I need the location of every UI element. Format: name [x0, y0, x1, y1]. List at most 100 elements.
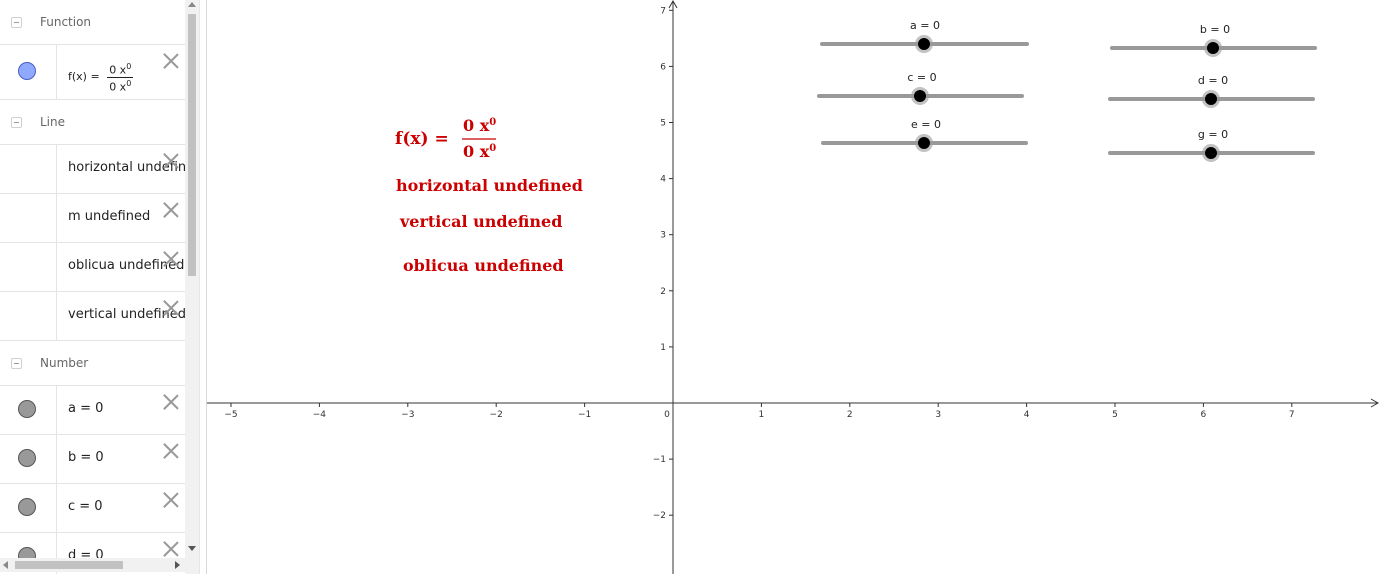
vertical-scrollbar[interactable] — [185, 0, 199, 574]
slider-label: a = 0 — [910, 19, 940, 32]
slider-c[interactable]: c = 0 — [817, 71, 1024, 105]
item-text: b = 0 — [68, 450, 104, 465]
item-text: a = 0 — [68, 401, 104, 416]
slider-b[interactable]: b = 0 — [1110, 23, 1317, 57]
algebra-item-a[interactable]: a = 0 — [0, 385, 185, 434]
slider-d[interactable]: d = 0 — [1108, 74, 1315, 108]
slider-a[interactable]: a = 0 — [820, 19, 1029, 53]
scroll-up-icon[interactable] — [188, 2, 196, 7]
delete-icon[interactable] — [163, 202, 179, 218]
algebra-item-oblicua[interactable]: oblicua undefined — [0, 242, 185, 291]
function-numerator-exponent: 0 — [126, 62, 132, 71]
delete-icon[interactable] — [163, 53, 179, 69]
graphics-view[interactable]: −5 −4 −3 −2 −1 0 1 2 3 4 5 6 7 7 6 5 4 3 2 1 −1 −2 f(x) = 0 … — [207, 0, 1382, 574]
collapse-function-icon[interactable] — [11, 17, 22, 28]
text-horizontal[interactable]: horizontal undefined — [396, 176, 583, 195]
y-tick-label: 1 — [660, 343, 666, 353]
fx-label[interactable]: f(x) = — [395, 129, 449, 149]
algebra-list: Function f(x) = 0 x0 0 x0 Line horizonta… — [0, 0, 185, 574]
text-oblicua[interactable]: oblicua undefined — [403, 256, 564, 275]
y-tick-label: 6 — [660, 62, 666, 72]
item-text: m undefined — [68, 209, 151, 224]
visibility-marble-icon[interactable] — [18, 400, 36, 418]
y-axis-arrow-icon — [668, 0, 678, 9]
slider-handle[interactable] — [918, 38, 930, 50]
delete-icon[interactable] — [163, 443, 179, 459]
y-tick-label: 5 — [660, 119, 666, 129]
category-label: Line — [40, 115, 66, 129]
delete-icon[interactable] — [163, 394, 179, 410]
y-tick-label: 7 — [660, 6, 666, 16]
algebra-item-f[interactable]: f(x) = 0 x0 0 x0 — [0, 44, 185, 99]
x-axis-arrow-icon — [1370, 398, 1380, 408]
slider-e[interactable]: e = 0 — [821, 118, 1028, 152]
algebra-item-horizontal[interactable]: horizontal undefined — [0, 144, 185, 193]
slider-handle[interactable] — [1205, 93, 1217, 105]
horizontal-scrollbar[interactable] — [0, 558, 185, 572]
slider-label: c = 0 — [907, 71, 936, 84]
scroll-right-icon[interactable] — [175, 561, 180, 569]
category-label: Number — [40, 356, 89, 370]
collapse-number-icon[interactable] — [11, 358, 22, 369]
x-tick-label: −1 — [578, 410, 591, 420]
category-label: Function — [40, 15, 92, 29]
algebra-item-b[interactable]: b = 0 — [0, 434, 185, 483]
x-ticks: −5 −4 −3 −2 −1 0 1 2 3 4 5 6 7 — [224, 403, 1295, 420]
scroll-left-icon[interactable] — [3, 561, 8, 569]
x-tick-label: −3 — [401, 410, 414, 420]
algebra-item-m[interactable]: m undefined — [0, 193, 185, 242]
x-tick-label: 0 — [664, 410, 670, 420]
y-tick-label: 3 — [660, 231, 666, 241]
delete-icon[interactable] — [163, 300, 179, 316]
fx-numerator[interactable]: 0 x0 — [463, 116, 496, 135]
slider-label: b = 0 — [1200, 23, 1230, 36]
visibility-marble-icon[interactable] — [18, 62, 36, 80]
x-tick-label: −4 — [313, 410, 327, 420]
category-line: Line — [0, 99, 185, 144]
x-tick-label: −5 — [224, 410, 237, 420]
delete-icon[interactable] — [163, 251, 179, 267]
slider-handle[interactable] — [1205, 147, 1217, 159]
slider-handle[interactable] — [914, 90, 926, 102]
y-tick-label: −2 — [653, 511, 666, 521]
x-tick-label: 3 — [935, 410, 941, 420]
algebra-view: Function f(x) = 0 x0 0 x0 Line horizonta… — [0, 0, 199, 574]
algebra-item-vertical[interactable]: vertical undefined — [0, 291, 185, 340]
scroll-down-icon[interactable] — [188, 546, 196, 551]
visibility-marble-icon[interactable] — [18, 498, 36, 516]
slider-handle[interactable] — [918, 137, 930, 149]
category-function: Function — [0, 0, 185, 44]
view-divider[interactable] — [199, 0, 207, 574]
slider-g[interactable]: g = 0 — [1108, 128, 1315, 162]
algebra-item-c[interactable]: c = 0 — [0, 483, 185, 532]
x-tick-label: 2 — [847, 410, 853, 420]
fx-denominator[interactable]: 0 x0 — [463, 142, 496, 161]
item-text: c = 0 — [68, 499, 103, 514]
item-text: horizontal undefined — [68, 160, 185, 175]
x-tick-label: 7 — [1289, 410, 1295, 420]
slider-label: e = 0 — [911, 118, 941, 131]
y-tick-label: −1 — [653, 455, 666, 465]
function-numerator: 0 x — [109, 63, 127, 77]
function-denominator: 0 x — [109, 80, 127, 94]
delete-icon[interactable] — [163, 153, 179, 169]
x-tick-label: −2 — [490, 410, 503, 420]
text-vertical[interactable]: vertical undefined — [399, 212, 562, 231]
function-fraction: 0 x0 0 x0 — [107, 61, 134, 94]
delete-icon[interactable] — [163, 492, 179, 508]
y-tick-label: 2 — [660, 287, 666, 297]
x-tick-label: 1 — [759, 410, 765, 420]
collapse-line-icon[interactable] — [11, 117, 22, 128]
x-tick-label: 6 — [1201, 410, 1207, 420]
slider-handle[interactable] — [1207, 42, 1219, 54]
scroll-thumb[interactable] — [188, 14, 196, 276]
x-tick-label: 4 — [1024, 410, 1030, 420]
function-lhs: f(x) = — [68, 70, 100, 84]
delete-icon[interactable] — [163, 541, 179, 557]
item-text: oblicua undefined — [68, 258, 185, 273]
visibility-marble-icon[interactable] — [18, 449, 36, 467]
x-tick-label: 5 — [1112, 410, 1118, 420]
graphics-canvas[interactable]: −5 −4 −3 −2 −1 0 1 2 3 4 5 6 7 7 6 5 4 3 2 1 −1 −2 f(x) = 0 … — [207, 0, 1382, 574]
y-tick-label: 4 — [660, 175, 666, 185]
scroll-thumb[interactable] — [15, 561, 123, 569]
